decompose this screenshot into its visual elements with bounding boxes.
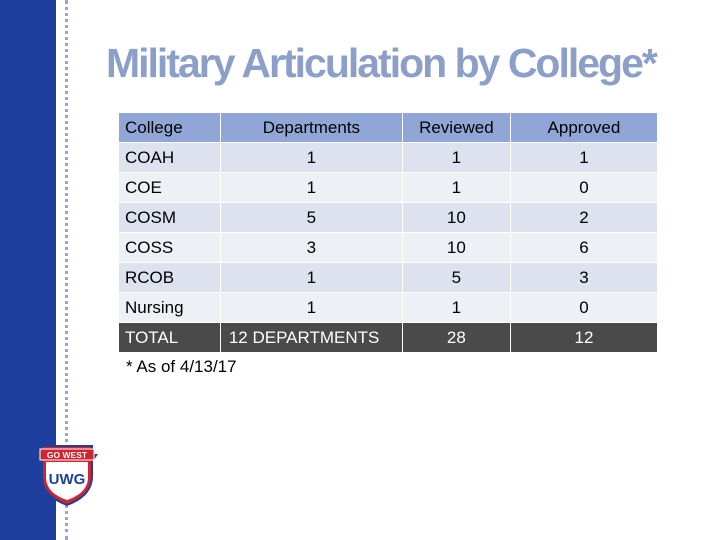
cell-college: COE	[118, 172, 221, 203]
table-row: RCOB 1 5 3	[118, 262, 659, 293]
cell-college: RCOB	[118, 262, 221, 293]
cell-departments: 5	[219, 202, 403, 233]
table-header-row: College Departments Reviewed Approved	[118, 112, 659, 143]
cell-college: COSS	[118, 232, 221, 263]
cell-departments: 1	[219, 262, 403, 293]
table-row: COSS 3 10 6	[118, 232, 659, 263]
cell-departments: 3	[219, 232, 403, 263]
table-row: Nursing 1 1 0	[118, 292, 659, 323]
header-reviewed: Reviewed	[401, 112, 511, 143]
cell-reviewed: 1	[401, 172, 511, 203]
total-reviewed: 28	[401, 322, 511, 353]
cell-college: Nursing	[118, 292, 221, 323]
uwg-logo: GO WEST UWG	[36, 445, 98, 506]
cell-college: COSM	[118, 202, 221, 233]
table-row: COSM 5 10 2	[118, 202, 659, 233]
logo-shield-text: UWG	[49, 471, 86, 488]
total-label: TOTAL	[118, 322, 221, 353]
cell-approved: 0	[509, 292, 659, 323]
header-departments: Departments	[219, 112, 403, 143]
cell-approved: 0	[509, 172, 659, 203]
cell-approved: 3	[509, 262, 659, 293]
cell-departments: 1	[219, 292, 403, 323]
cell-reviewed: 5	[401, 262, 511, 293]
cell-approved: 1	[509, 142, 659, 173]
total-approved: 12	[509, 322, 659, 353]
cell-college: COAH	[118, 142, 221, 173]
dotted-divider	[65, 0, 68, 540]
cell-reviewed: 1	[401, 142, 511, 173]
cell-departments: 1	[219, 172, 403, 203]
table-row: COE 1 1 0	[118, 172, 659, 203]
cell-reviewed: 10	[401, 202, 511, 233]
slide-title: Military Articulation by College*	[106, 40, 658, 86]
cell-approved: 6	[509, 232, 659, 263]
cell-reviewed: 10	[401, 232, 511, 263]
header-approved: Approved	[509, 112, 659, 143]
total-row: TOTAL 12 DEPARTMENTS 28 12	[118, 322, 659, 353]
cell-reviewed: 1	[401, 292, 511, 323]
cell-approved: 2	[509, 202, 659, 233]
total-departments: 12 DEPARTMENTS	[219, 322, 403, 353]
footnote: * As of 4/13/17	[126, 357, 237, 376]
header-college: College	[118, 112, 221, 143]
articulation-table: College Departments Reviewed Approved CO…	[118, 112, 659, 353]
cell-departments: 1	[219, 142, 403, 173]
table-row: COAH 1 1 1	[118, 142, 659, 173]
logo-banner-text: GO WEST	[47, 450, 88, 460]
